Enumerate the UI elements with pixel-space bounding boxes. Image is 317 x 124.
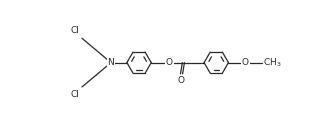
Text: O: O [242, 58, 249, 67]
Text: O: O [178, 76, 185, 85]
Text: Cl: Cl [71, 90, 80, 99]
Text: CH$_3$: CH$_3$ [263, 56, 282, 69]
Text: Cl: Cl [71, 27, 80, 35]
Text: O: O [166, 58, 173, 67]
Text: N: N [107, 58, 114, 67]
